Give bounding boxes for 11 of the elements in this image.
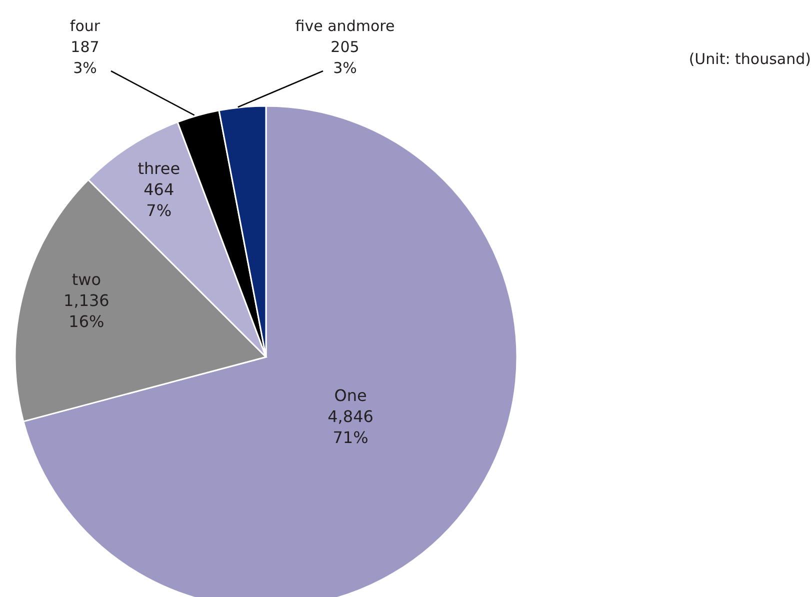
slice-label: three <box>138 158 180 178</box>
data-label: 464 7% <box>144 180 174 220</box>
slice-label: One <box>334 386 367 405</box>
slice-label: two <box>72 270 102 290</box>
data-label: 205 3% <box>330 38 360 77</box>
slice-label: four <box>70 17 101 35</box>
data-label: 1,136 16% <box>64 291 110 332</box>
data-label: 4,846 71% <box>328 406 374 447</box>
data-label: 187 3% <box>70 38 100 77</box>
slice-label: five andmore <box>295 17 395 35</box>
text: (Unit: thousand) <box>688 50 811 68</box>
